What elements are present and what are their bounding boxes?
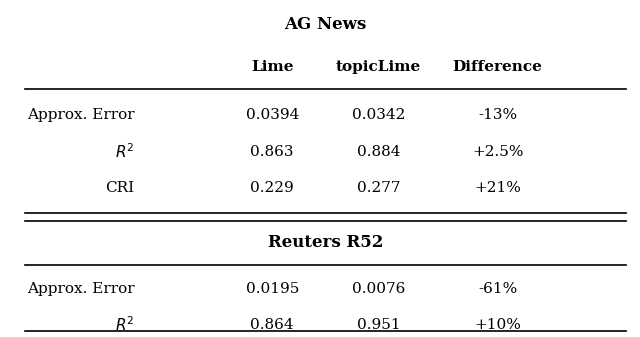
Text: +2.5%: +2.5% <box>472 145 524 159</box>
Text: 0.277: 0.277 <box>357 181 401 195</box>
Text: CRI: CRI <box>106 181 134 195</box>
Text: +21%: +21% <box>474 181 521 195</box>
Text: +10%: +10% <box>474 318 521 332</box>
Text: Approx. Error: Approx. Error <box>27 108 134 122</box>
Text: -13%: -13% <box>478 108 517 122</box>
Text: Difference: Difference <box>452 60 543 74</box>
Text: 0.0076: 0.0076 <box>352 281 405 296</box>
Text: 0.951: 0.951 <box>357 318 401 332</box>
Text: 0.863: 0.863 <box>250 145 294 159</box>
Text: 0.229: 0.229 <box>250 181 294 195</box>
Text: Approx. Error: Approx. Error <box>27 281 134 296</box>
Text: -61%: -61% <box>478 281 517 296</box>
Text: topicLime: topicLime <box>336 60 421 74</box>
Text: 0.884: 0.884 <box>357 145 401 159</box>
Text: Reuters R52: Reuters R52 <box>268 234 383 251</box>
Text: 0.0342: 0.0342 <box>352 108 405 122</box>
Text: Lime: Lime <box>251 60 294 74</box>
Text: $R^2$: $R^2$ <box>115 315 134 334</box>
Text: AG News: AG News <box>284 16 367 33</box>
Text: 0.0394: 0.0394 <box>246 108 299 122</box>
Text: $R^2$: $R^2$ <box>115 142 134 161</box>
Text: 0.864: 0.864 <box>250 318 294 332</box>
Text: 0.0195: 0.0195 <box>246 281 299 296</box>
